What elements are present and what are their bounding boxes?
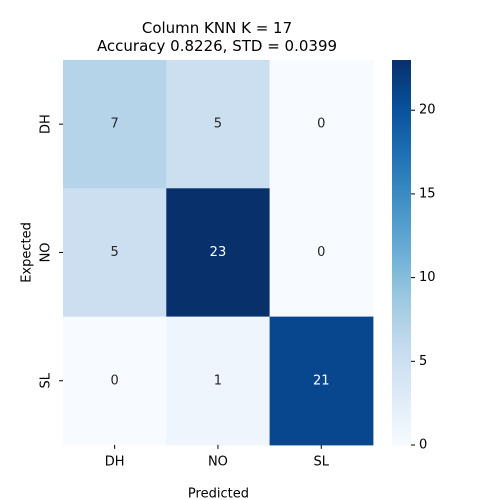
cell-value-label: 21	[313, 373, 330, 388]
x-tick-label: NO	[208, 454, 228, 469]
heatmap-cell	[63, 188, 167, 318]
heatmap-cell	[269, 188, 374, 318]
chart-title: Column KNN K = 17	[141, 19, 293, 37]
heatmap-cell	[63, 316, 167, 446]
heatmap-cell	[269, 60, 374, 189]
heatmap-cell	[166, 60, 271, 189]
cell-value-label: 7	[111, 117, 119, 132]
cell-value-label: 5	[214, 117, 222, 132]
y-tick-label: DH	[39, 114, 54, 134]
heatmap-cell	[166, 188, 271, 318]
cell-value-label: 0	[317, 245, 325, 260]
x-tick-label: DH	[105, 454, 125, 469]
x-axis-label: Predicted	[188, 487, 249, 500]
colorbar-tick-label: 0	[419, 438, 427, 453]
chart-subtitle: Accuracy 0.8226, STD = 0.0399	[96, 37, 338, 55]
heatmap-cell	[269, 316, 374, 446]
heatmap-cell	[166, 316, 271, 446]
colorbar-tick-label: 5	[419, 354, 427, 369]
cell-value-label: 0	[317, 117, 325, 132]
y-tick-label: NO	[39, 242, 54, 262]
colorbar-tick-label: 15	[419, 186, 436, 201]
heatmap-cell	[63, 60, 167, 189]
cell-value-label: 0	[111, 373, 119, 388]
y-axis-label: Expected	[20, 222, 35, 283]
y-tick-label: SL	[39, 372, 54, 388]
cell-value-label: 23	[210, 245, 227, 260]
colorbar-tick-label: 20	[419, 103, 436, 118]
colorbar	[392, 60, 411, 445]
colorbar-tick-label: 10	[419, 270, 436, 285]
x-tick-label: SL	[314, 454, 330, 469]
cell-value-label: 5	[111, 245, 119, 260]
cell-value-label: 1	[214, 373, 222, 388]
